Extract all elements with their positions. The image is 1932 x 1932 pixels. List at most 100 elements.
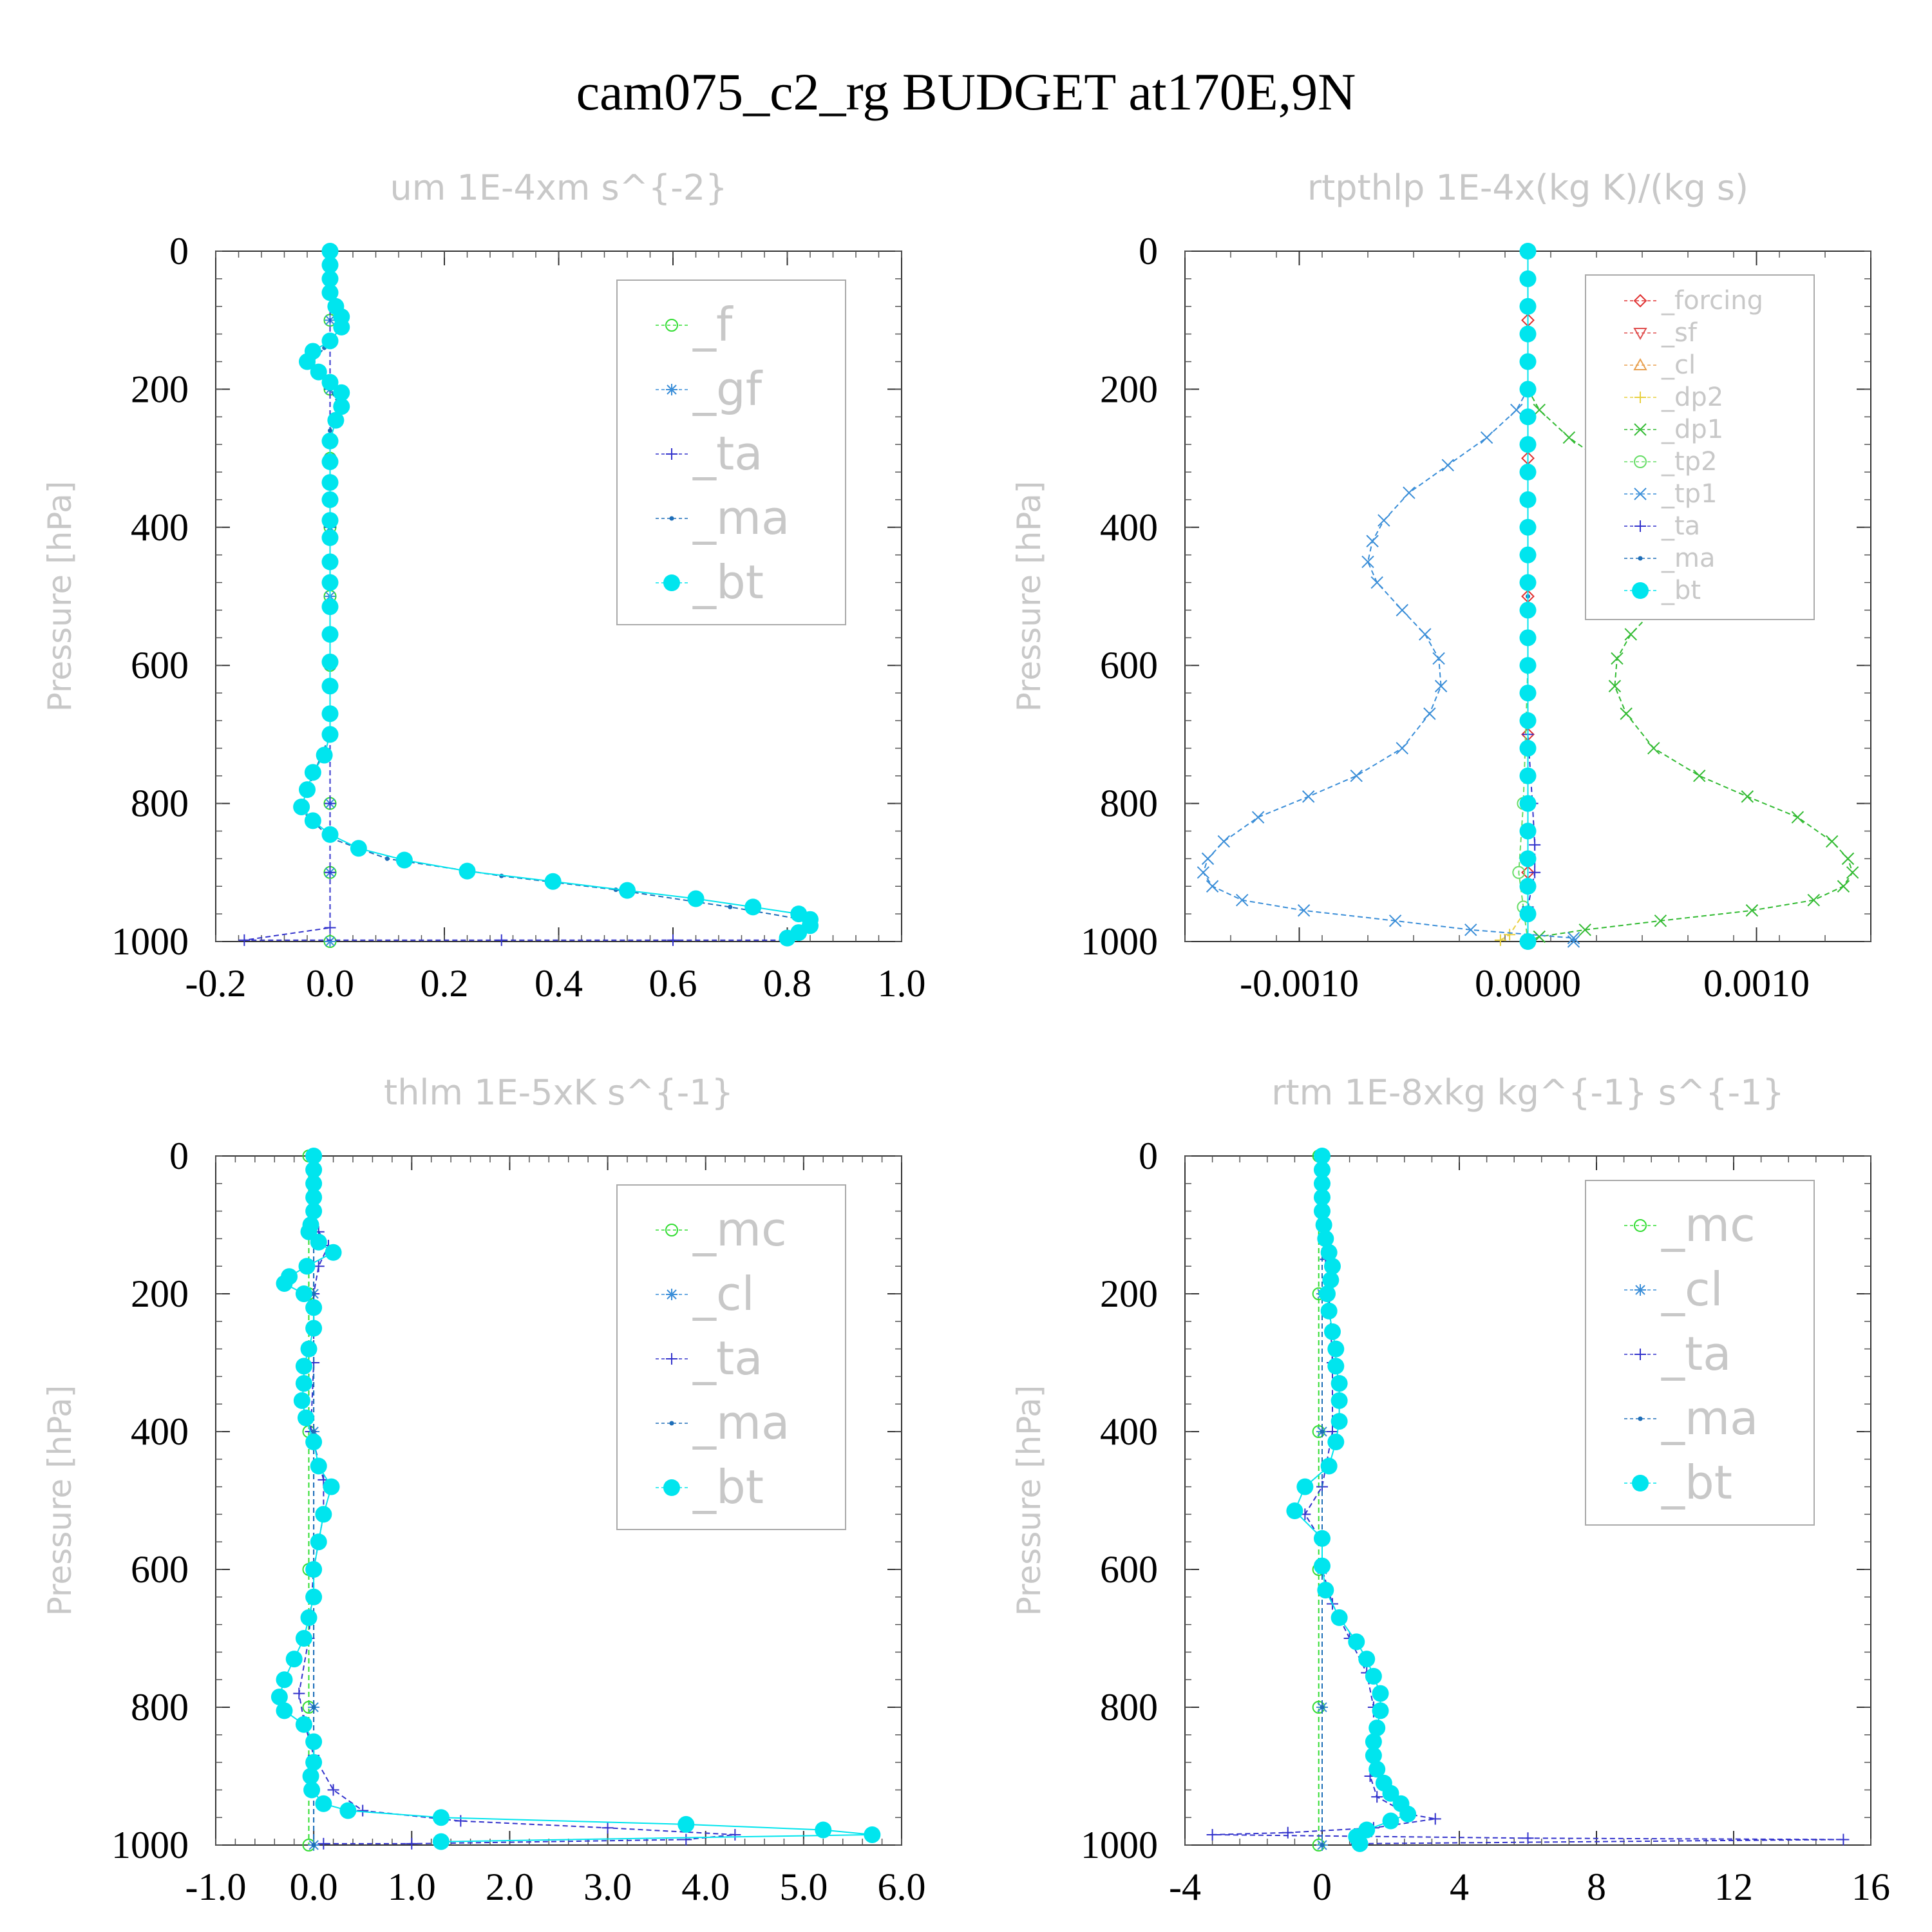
data-point: [321, 453, 339, 470]
legend-item: _ma: [656, 491, 790, 545]
legend-box: [616, 1184, 846, 1530]
data-point: [300, 1609, 317, 1626]
data-point: [1825, 835, 1839, 848]
data-point: [1331, 1392, 1348, 1409]
data-point: [324, 866, 336, 878]
data-point: [1519, 601, 1537, 619]
data-point: [1314, 1175, 1331, 1192]
data-point: [1519, 353, 1537, 370]
data-point: [321, 625, 339, 643]
data-point: [1519, 933, 1537, 950]
data-point: [864, 1826, 881, 1843]
data-point: [321, 826, 339, 843]
legend-label: _dp1: [1661, 415, 1723, 444]
legend-item: _mc: [1624, 1198, 1756, 1252]
data-point: [1206, 880, 1219, 893]
legend-item: _ma: [1624, 1391, 1758, 1445]
data-point: [1519, 739, 1537, 757]
legend-label: _ta: [692, 1331, 762, 1385]
data-point: [1807, 893, 1820, 907]
x-tick-label: 0: [1312, 1866, 1332, 1908]
data-point: [1529, 838, 1541, 851]
y-tick-label: 600: [131, 644, 189, 687]
data-point: [302, 1768, 319, 1785]
data-point: [406, 1837, 418, 1850]
data-point: [321, 284, 339, 301]
x-tick-label: -0.0010: [1240, 962, 1359, 1005]
data-point: [1519, 491, 1537, 508]
data-point: [1317, 1582, 1334, 1599]
x-tick-label: 0.0010: [1703, 962, 1810, 1005]
data-point: [325, 1244, 342, 1261]
y-tick-label: 400: [131, 506, 189, 549]
data-point: [321, 256, 339, 274]
legend-item: _ta: [1624, 1327, 1731, 1381]
data-point: [1366, 535, 1379, 547]
legend-item: _cl: [1624, 350, 1696, 380]
legend-marker: [1634, 1219, 1647, 1232]
y-tick-label: 1000: [1081, 920, 1158, 963]
data-point: [1519, 546, 1537, 564]
x-tick-label: 2.0: [486, 1866, 534, 1908]
data-point: [321, 332, 339, 350]
plot-frame: [1184, 1155, 1871, 1846]
legend-marker: [1632, 1475, 1649, 1492]
data-point: [321, 598, 339, 616]
panel-1: um 1E-4xm s^{-2} Pressure [hPa] 0 200 400 600…: [41, 167, 926, 1005]
data-point: [324, 922, 336, 934]
legend-item: _cl: [656, 1267, 755, 1321]
data-point: [276, 1274, 293, 1292]
legend-item: _tp2: [1624, 447, 1718, 477]
legend-item: _bt: [1624, 1455, 1732, 1510]
data-point: [1358, 1651, 1376, 1668]
legend-label: _mc: [1661, 1198, 1756, 1252]
data-point: [1320, 1457, 1338, 1475]
data-point: [1519, 685, 1537, 702]
legend-label: _ma: [692, 1396, 790, 1450]
data-point: [1519, 518, 1537, 536]
legend-label: _cl: [1661, 1262, 1723, 1316]
y-axis-label: Pressure [hPa]: [1010, 1385, 1048, 1616]
data-point: [321, 726, 339, 743]
legend-marker: [1633, 357, 1647, 370]
data-point: [1282, 1826, 1294, 1839]
legend-item: _bt: [656, 1460, 764, 1514]
data-point: [1296, 1478, 1314, 1495]
data-point: [327, 1784, 339, 1796]
data-point: [1365, 1733, 1382, 1750]
data-point: [1519, 574, 1537, 591]
data-point: [1297, 904, 1311, 917]
x-tick-label: 0.2: [421, 962, 469, 1005]
legend: _f _gf _ta _ma _bt: [616, 279, 846, 625]
data-point: [1791, 811, 1804, 824]
panel-4: rtm 1E-8xkg kg^{-1} s^{-1} Pressure [hPa]…: [1010, 1072, 1890, 1908]
data-point: [1624, 628, 1637, 641]
legend-item: _bt: [1624, 576, 1701, 605]
data-point: [321, 574, 339, 591]
panel-title: rtpthlp 1E-4x(kg K)/(kg s): [1307, 167, 1748, 208]
legend-marker: [1634, 520, 1646, 532]
panel-title: um 1E-4xm s^{-2}: [390, 167, 728, 208]
data-point: [384, 856, 390, 861]
y-tick-label: 600: [1100, 1548, 1158, 1591]
series-bt: [1519, 243, 1537, 950]
panel-2: rtpthlp 1E-4x(kg K)/(kg s) Pressure [hPa]…: [1010, 167, 1871, 1005]
series-line: [1202, 388, 1575, 942]
data-point: [321, 270, 339, 287]
data-point: [328, 428, 332, 433]
data-point: [321, 491, 339, 508]
data-point: [305, 1754, 323, 1771]
data-point: [1519, 767, 1537, 784]
data-point: [1429, 1813, 1441, 1825]
x-tick-label: -0.2: [185, 962, 247, 1005]
data-point: [300, 1340, 317, 1358]
data-point: [304, 764, 321, 781]
series-ta: [1522, 245, 1541, 947]
data-point: [310, 363, 327, 381]
legend-marker: [666, 1289, 677, 1300]
legend-label: _tp1: [1661, 479, 1718, 509]
x-tick-label: -4: [1169, 1866, 1201, 1908]
y-tick-label: 0: [1139, 1135, 1158, 1177]
data-point: [305, 1434, 323, 1451]
y-tick-label: 0: [169, 230, 189, 272]
